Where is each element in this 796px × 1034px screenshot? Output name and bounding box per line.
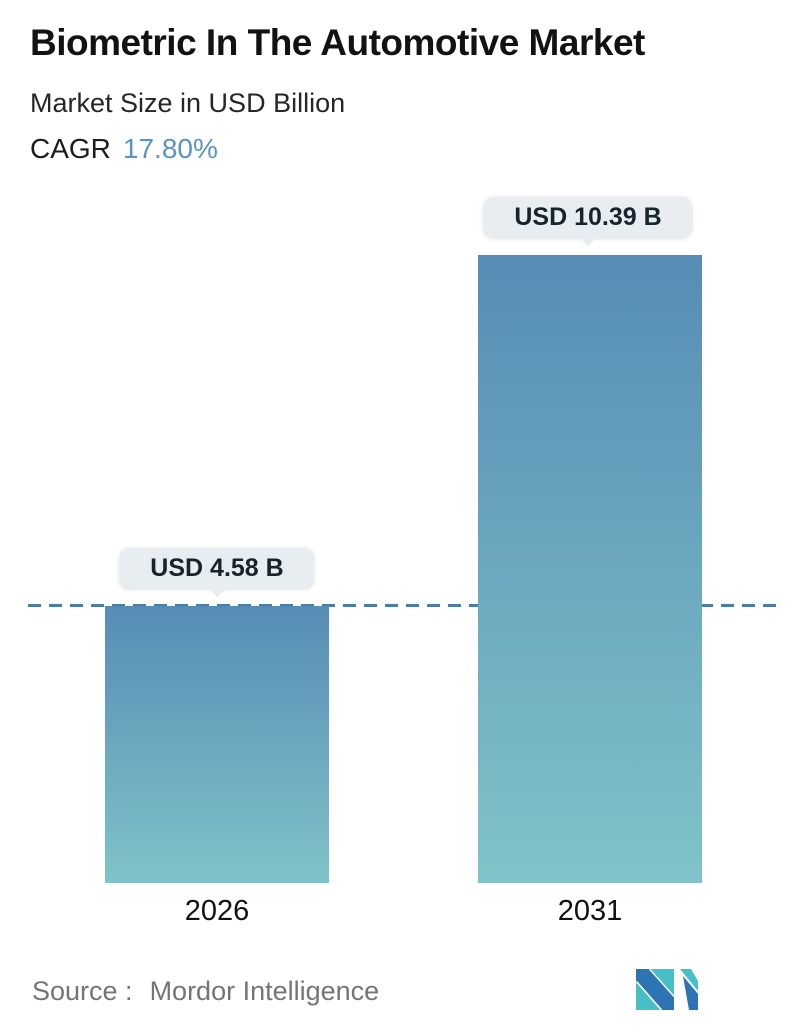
bar-2031: [478, 255, 702, 883]
value-callout-2031: USD 10.39 B: [484, 197, 692, 237]
source-attribution: Source : Mordor Intelligence: [32, 976, 379, 1007]
cagr-value: 17.80%: [122, 133, 218, 164]
mordor-intelligence-logo: [636, 969, 698, 1010]
chart-subtitle: Market Size in USD Billion: [30, 88, 346, 118]
x-axis-label-2026: 2026: [184, 895, 250, 927]
value-callout-2026: USD 4.58 B: [120, 548, 314, 588]
chart-title: Biometric In The Automotive Market: [30, 22, 645, 63]
source-value: Mordor Intelligence: [149, 976, 380, 1006]
cagr-label: CAGR: [30, 133, 111, 164]
x-axis-label-2031: 2031: [557, 895, 623, 927]
bar-2026: [105, 606, 329, 883]
source-label: Source :: [32, 976, 133, 1006]
cagr-line: CAGR 17.80%: [30, 133, 218, 165]
baseline-dashed-line: [28, 604, 780, 607]
